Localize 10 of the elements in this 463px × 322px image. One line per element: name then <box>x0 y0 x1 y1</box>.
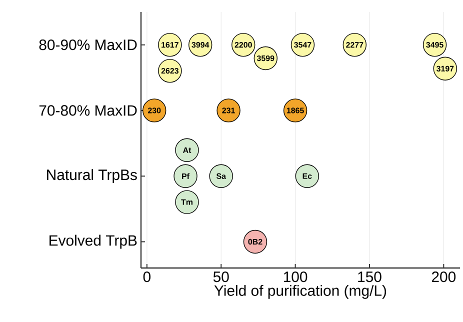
x-tick-label: 150 <box>358 272 382 282</box>
x-tick-label: 100 <box>284 272 308 282</box>
y-tick-label: Natural TrpBs <box>47 169 137 184</box>
x-tick-label: 0 <box>143 272 150 282</box>
x-tick-label: 50 <box>213 272 229 282</box>
y-tick-label: Evolved TrpB <box>50 234 137 249</box>
x-axis-title: Yield of purification (mg/L) <box>214 284 386 299</box>
y-tick-label: 70-80% MaxID <box>39 105 137 116</box>
x-tick-label: 200 <box>432 272 456 282</box>
y-tick-label: 80-90% MaxID <box>39 40 137 50</box>
